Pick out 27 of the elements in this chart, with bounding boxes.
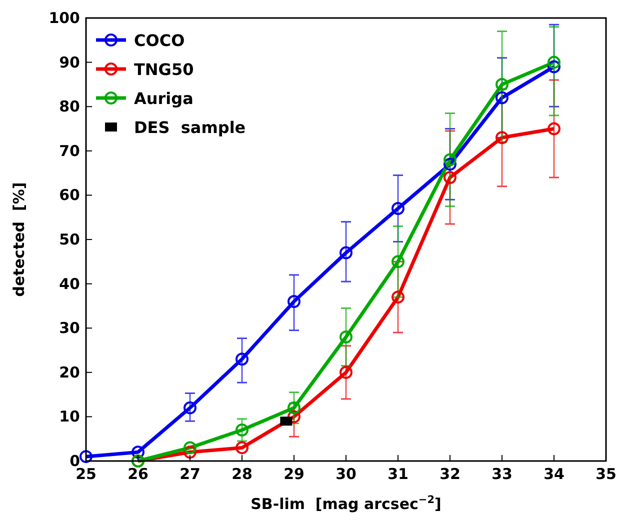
x-tick-label: 28 [232, 465, 252, 483]
legend-label: COCO [134, 31, 185, 50]
y-tick-label: 80 [59, 98, 80, 116]
legend-label: Auriga [134, 89, 194, 108]
y-axis-title: detected [%] [10, 182, 28, 297]
x-tick-label: 31 [388, 465, 408, 483]
y-tick-label: 30 [59, 319, 80, 338]
x-axis-title: SB-lim [mag arcsec$^{−2}$] [250, 494, 442, 513]
x-tick-label: 27 [180, 465, 200, 483]
x-tick-label: 29 [284, 465, 304, 483]
y-tick-label: 100 [48, 9, 80, 27]
x-tick-label: 34 [544, 465, 564, 483]
legend-label: DES sample [134, 118, 246, 137]
y-tick-label: 50 [59, 230, 80, 248]
x-tick-label: 26 [128, 465, 148, 483]
y-tick-label: 60 [59, 186, 80, 204]
y-tick-label: 40 [59, 274, 80, 293]
y-tick-label: 90 [59, 53, 80, 72]
y-tick-label: 20 [59, 363, 80, 382]
x-tick-label: 32 [440, 465, 460, 483]
x-tick-label: 33 [492, 465, 512, 483]
x-tick-label: 25 [76, 465, 96, 483]
x-tick-label: 35 [596, 465, 616, 483]
y-tick-label: 10 [59, 408, 80, 426]
x-tick-label: 30 [336, 465, 356, 483]
y-tick-label: 70 [59, 142, 80, 160]
legend-label: TNG50 [134, 60, 194, 79]
